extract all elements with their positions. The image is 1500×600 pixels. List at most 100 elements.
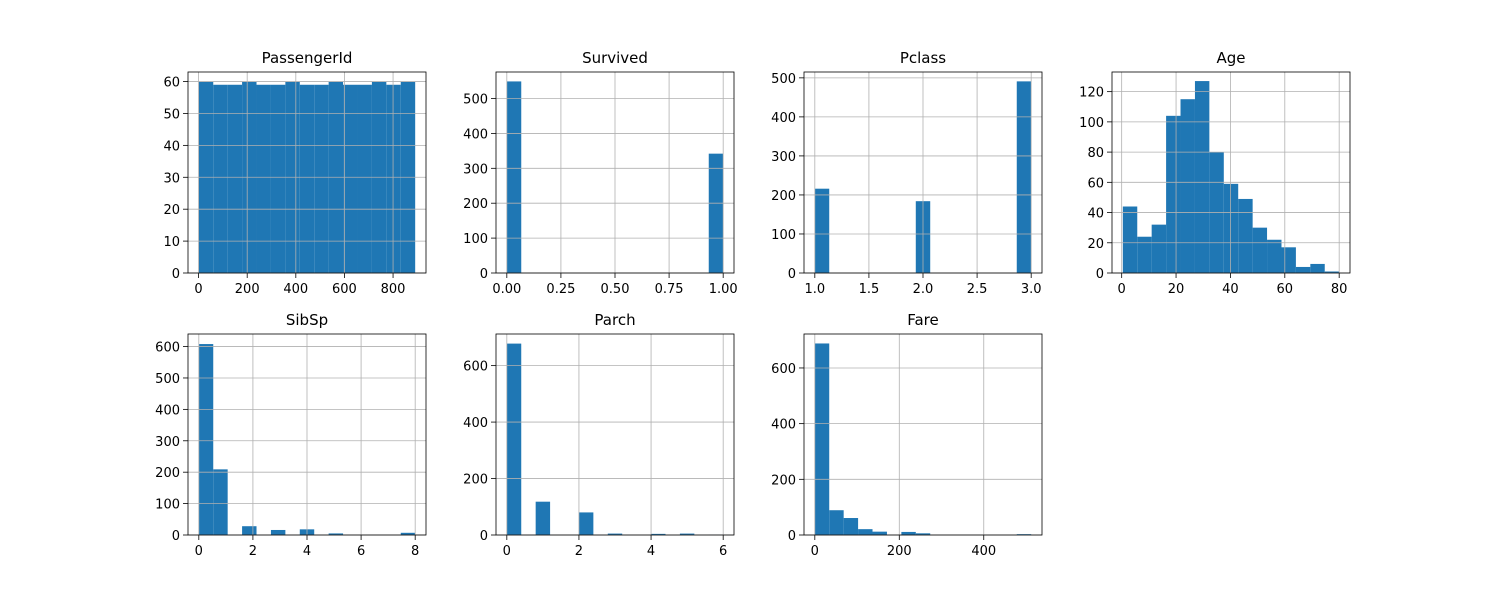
x-tick-label: 2 xyxy=(249,544,257,559)
x-tick-label: 0 xyxy=(811,544,819,559)
x-tick-label: 1.5 xyxy=(859,282,880,297)
x-tick-label: 2.5 xyxy=(967,282,988,297)
x-tick-label: 6 xyxy=(719,544,727,559)
bar xyxy=(607,533,623,535)
bar xyxy=(1324,271,1340,273)
x-tick-label: 20 xyxy=(1168,282,1185,297)
bar xyxy=(343,84,358,273)
bar xyxy=(1166,115,1181,274)
bar xyxy=(1016,81,1032,273)
x-tick-label: 0.25 xyxy=(546,282,575,297)
y-tick-label: 100 xyxy=(155,498,180,513)
subplot: 0 2 4 6 8 0 100 200 300 400 500 600 SibSp xyxy=(155,311,427,559)
y-tick-label: 300 xyxy=(155,435,180,450)
axes-frame xyxy=(495,333,735,536)
bar xyxy=(858,529,873,535)
y-tick-label: 200 xyxy=(463,197,488,212)
bar xyxy=(843,518,859,535)
y-tick-label: 0 xyxy=(788,267,796,282)
bar xyxy=(506,81,522,273)
bar xyxy=(1137,236,1152,273)
y-tick-label: 60 xyxy=(163,76,180,91)
x-tick-label: 0.75 xyxy=(655,282,684,297)
y-tick-label: 600 xyxy=(155,341,180,356)
y-tick-label: 500 xyxy=(463,93,488,108)
bar xyxy=(872,531,887,535)
y-tick-label: 400 xyxy=(463,127,488,142)
bar xyxy=(814,188,830,273)
x-tick-label: 200 xyxy=(887,544,912,559)
y-tick-label: 0 xyxy=(480,267,488,282)
x-tick-label: 0.50 xyxy=(601,282,630,297)
subplot-title: SibSp xyxy=(286,311,328,329)
bar xyxy=(198,344,214,535)
x-tick-label: 40 xyxy=(1222,282,1239,297)
y-tick-label: 80 xyxy=(1087,146,1104,161)
bar xyxy=(299,84,315,273)
y-tick-label: 0 xyxy=(172,267,180,282)
subplot-title: Fare xyxy=(907,311,939,329)
subplot-title: Pclass xyxy=(900,49,946,67)
y-tick-label: 600 xyxy=(771,362,796,377)
axes-frame xyxy=(803,333,1043,536)
y-tick-label: 0 xyxy=(172,529,180,544)
x-tick-label: 3.0 xyxy=(1021,282,1042,297)
axes-frame xyxy=(495,71,735,274)
bar xyxy=(1122,206,1138,273)
x-tick-label: 1.0 xyxy=(804,282,825,297)
bar xyxy=(270,84,286,273)
bar xyxy=(227,84,243,273)
y-tick-label: 400 xyxy=(155,403,180,418)
bar xyxy=(915,533,931,535)
bar xyxy=(1223,183,1239,273)
y-tick-label: 0 xyxy=(788,529,796,544)
bar xyxy=(400,532,416,535)
bar xyxy=(328,533,344,535)
x-tick-label: 2 xyxy=(575,544,583,559)
x-tick-label: 0 xyxy=(503,544,511,559)
bar xyxy=(1016,534,1032,535)
y-tick-label: 30 xyxy=(163,171,180,186)
x-tick-label: 600 xyxy=(332,282,357,297)
x-tick-label: 8 xyxy=(411,544,419,559)
y-tick-label: 100 xyxy=(1079,116,1104,131)
bar xyxy=(814,343,830,535)
y-tick-label: 500 xyxy=(155,372,180,387)
y-tick-label: 120 xyxy=(1079,86,1104,101)
bar xyxy=(314,84,329,273)
subplot: 0 2 4 6 0 200 400 600 Parch xyxy=(463,311,735,559)
x-tick-label: 80 xyxy=(1331,282,1348,297)
y-tick-label: 0 xyxy=(1096,267,1104,282)
bar xyxy=(357,84,372,273)
y-tick-label: 0 xyxy=(480,529,488,544)
y-tick-label: 300 xyxy=(463,162,488,177)
bar xyxy=(1194,81,1210,273)
bar xyxy=(651,533,666,535)
bar xyxy=(270,529,286,535)
x-tick-label: 0 xyxy=(194,282,202,297)
y-tick-label: 60 xyxy=(1087,176,1104,191)
x-tick-label: 4 xyxy=(303,544,311,559)
bar xyxy=(1295,266,1311,273)
bar xyxy=(1180,99,1195,274)
subplot: 0 200 400 600 800 0 10 20 30 40 50 60 PassengerId xyxy=(163,49,427,297)
subplot: 0.00 0.25 0.50 0.75 1.00 0 100 200 300 400 500 Surv… xyxy=(463,49,737,297)
y-tick-label: 20 xyxy=(163,203,180,218)
bar xyxy=(213,469,228,535)
bar xyxy=(578,512,594,535)
bar xyxy=(1238,198,1253,273)
x-tick-label: 0 xyxy=(1118,282,1126,297)
bar xyxy=(213,84,228,273)
y-tick-label: 10 xyxy=(163,235,180,250)
y-tick-label: 100 xyxy=(463,232,488,247)
bar xyxy=(901,531,916,535)
x-tick-label: 2.0 xyxy=(913,282,934,297)
y-tick-label: 40 xyxy=(163,139,180,154)
axes-frame xyxy=(1111,71,1351,274)
bar xyxy=(1281,247,1296,273)
subplot-title: Parch xyxy=(594,311,635,329)
subplot-title: Survived xyxy=(582,49,648,67)
bar xyxy=(1310,263,1325,273)
